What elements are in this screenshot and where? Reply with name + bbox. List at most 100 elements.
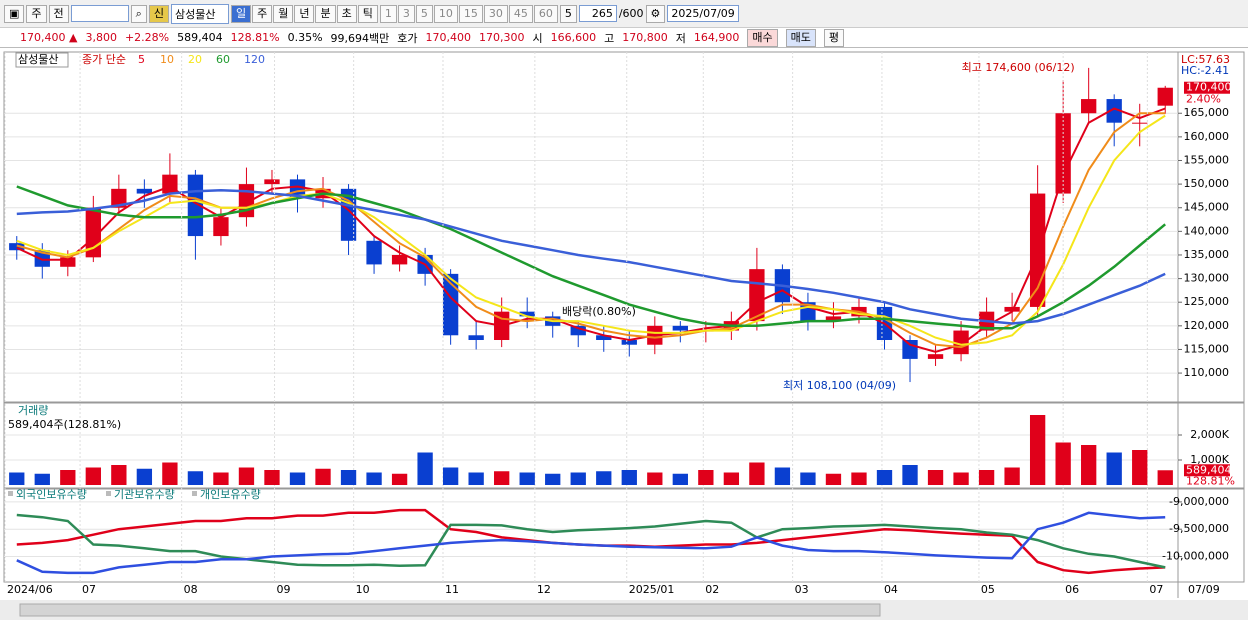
x-tick-label: 02 [705, 583, 719, 596]
panel-frame [3, 51, 1245, 403]
candle-body [953, 330, 969, 355]
volume-subtitle: 589,404주(128.81%) [8, 418, 121, 431]
interval-button[interactable]: 년 [294, 4, 315, 23]
volume-bar [60, 470, 76, 485]
volume-bar [1157, 470, 1173, 485]
volume-bar [647, 472, 663, 485]
minute-button[interactable]: 60 [533, 4, 558, 23]
volume-bar [953, 472, 969, 485]
volume-bar [1106, 452, 1122, 485]
candle-body [213, 217, 229, 237]
holding-line [16, 508, 1166, 575]
minute-button[interactable]: 10 [433, 4, 458, 23]
volume-bar [213, 472, 229, 485]
y-tick-label: 165,000 [1184, 106, 1230, 119]
volume-bar [1132, 450, 1148, 485]
credit-badge: 신 [148, 4, 169, 23]
volume-bar [723, 472, 740, 485]
volume-bar [264, 470, 280, 485]
quote-open: 166,600 [550, 31, 597, 44]
minute-button[interactable]: 15 [458, 4, 483, 23]
candle-body [366, 240, 382, 265]
x-tick-label: 07 [1149, 583, 1163, 596]
ma-line [16, 107, 1166, 353]
label: 고 [604, 31, 615, 45]
label: 저 [675, 31, 686, 45]
legend-box [15, 52, 69, 68]
candle-body [60, 257, 76, 267]
legend-entry: 개인보유수량 [200, 488, 261, 501]
candle-body [136, 188, 153, 194]
candle-body [1029, 193, 1046, 307]
legend-ma-label: 종가 단순 [82, 53, 126, 66]
volume-bar [876, 470, 893, 485]
minute-button[interactable]: 1 [379, 4, 397, 23]
volume-bar [774, 467, 791, 485]
panel-frame [3, 402, 1245, 489]
volume-bar [1055, 442, 1071, 485]
minute-button[interactable]: 30 [483, 4, 508, 23]
interval-button[interactable]: 초 [336, 4, 357, 23]
candle-body [596, 335, 612, 341]
ma-line [16, 185, 1166, 330]
legend-entry: 120 [244, 53, 265, 66]
interval-button[interactable]: 분 [315, 4, 336, 23]
volume-bar [672, 473, 688, 485]
y-tick-label: 160,000 [1184, 130, 1230, 143]
date-input[interactable]: 2025/07/09 [667, 5, 739, 22]
volume-bar [1081, 445, 1097, 485]
prev-button[interactable]: 전 [48, 4, 69, 23]
volume-bar [366, 472, 382, 485]
shown-count[interactable]: 265 [578, 5, 617, 22]
minute-button[interactable]: 3 [397, 4, 415, 23]
y-tick-label: 115,000 [1184, 342, 1230, 355]
legend-entry: 10 [160, 53, 174, 66]
interval-button[interactable]: 월 [273, 4, 294, 23]
quote-volume: 589,404 [177, 31, 223, 44]
y-tick-label: 135,000 [1184, 248, 1230, 261]
candle-body [34, 250, 50, 267]
y-tick-label: 145,000 [1184, 201, 1230, 214]
volume-bar [9, 472, 25, 485]
y-tick-label: -10,000,000 [1162, 550, 1229, 563]
volume-bar [800, 472, 816, 485]
tool-icons[interactable]: ⚙ [645, 4, 666, 23]
quote-amount: 99,694백만 [330, 31, 390, 45]
quote-change-pct: +2.28% [124, 31, 170, 44]
volume-bar [902, 465, 918, 485]
volume-bar [442, 467, 459, 485]
count-unit[interactable]: 5 [559, 4, 577, 23]
minute-button[interactable]: 45 [508, 4, 533, 23]
label: 호가 [397, 31, 418, 45]
y-tick-label: 130,000 [1184, 272, 1230, 285]
buy-button[interactable]: 매수 [747, 28, 778, 47]
volume-bar [289, 472, 306, 485]
interval-button[interactable]: 일 [230, 4, 252, 23]
candle-body [672, 325, 688, 331]
interval-button[interactable]: 틱 [357, 4, 378, 23]
x-tick-label: 08 [184, 583, 198, 596]
volume-bar [978, 470, 995, 485]
candle-body [442, 273, 459, 336]
avg-button[interactable]: 평 [823, 28, 845, 47]
period-button[interactable]: 주 [26, 4, 47, 23]
interval-button[interactable]: 주 [252, 4, 273, 23]
scroll-thumb[interactable] [19, 603, 881, 617]
sell-button[interactable]: 매도 [785, 28, 816, 47]
search-button[interactable]: ⌕ [130, 4, 147, 23]
volume-bar [238, 467, 255, 485]
volume-bar [494, 471, 510, 485]
legend-entry: 5 [138, 53, 145, 66]
quote-turnover: 0.35% [287, 31, 323, 44]
code-input[interactable]: 028260 [70, 5, 129, 22]
volume-bar [621, 470, 637, 485]
ma-line [16, 188, 1166, 325]
quote-change: 3,800 [85, 31, 117, 44]
x-tick-label: 10 [356, 583, 370, 596]
menu-icon[interactable]: ▣ [4, 4, 25, 23]
quote-ask: 170,400 [425, 31, 472, 44]
last-date-label: 07/09 [1188, 583, 1220, 596]
minute-button[interactable]: 5 [415, 4, 433, 23]
x-tick-label: 11 [445, 583, 459, 596]
label: 시 [532, 31, 543, 45]
